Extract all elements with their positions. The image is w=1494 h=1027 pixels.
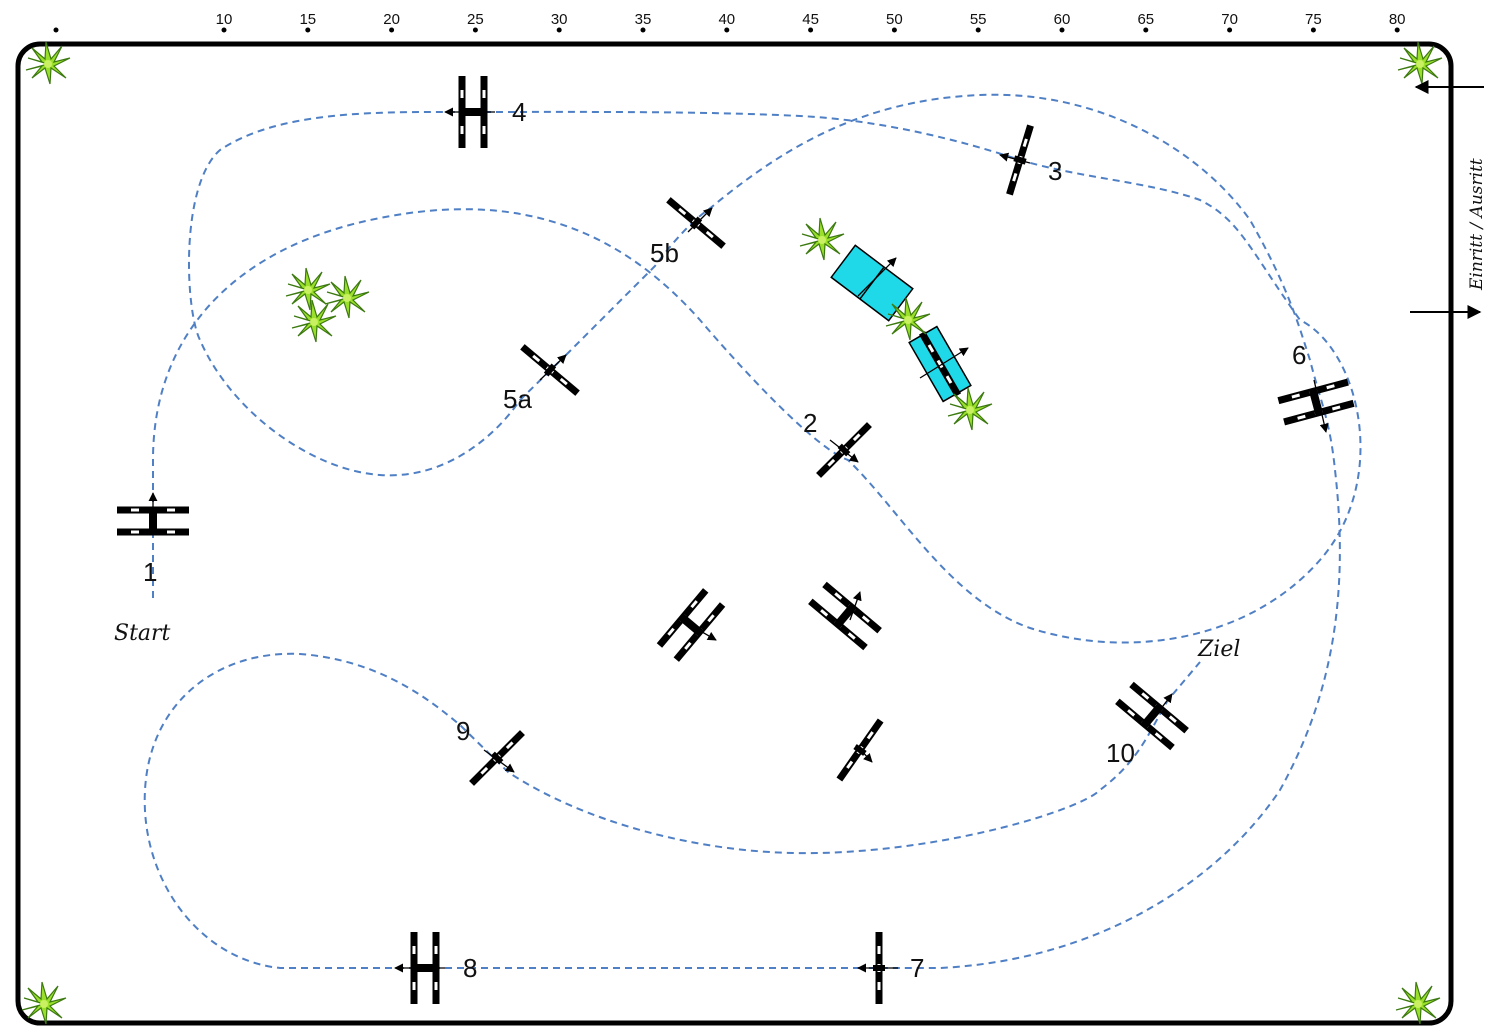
ruler-tick-label: 65	[1137, 11, 1154, 28]
ruler-tick	[640, 27, 646, 33]
ruler-tick-label: 20	[383, 11, 400, 28]
obstacle-8: 8	[394, 932, 477, 1004]
ruler-tick-label: 35	[635, 11, 652, 28]
obstacle-7: 7	[857, 932, 924, 1004]
spare-obstacle	[834, 717, 885, 783]
ruler-tick	[975, 27, 981, 33]
ruler-tick	[1059, 27, 1065, 33]
ruler-tick	[389, 27, 395, 33]
obstacle-label: 5b	[650, 238, 679, 268]
route	[143, 93, 1362, 969]
finish-label: Ziel	[1197, 637, 1240, 662]
ruler-tick-label: 25	[467, 11, 484, 28]
ruler-tick-label: 50	[886, 11, 903, 28]
obstacle-label: 9	[456, 716, 470, 746]
obstacle-label: 5a	[503, 384, 532, 414]
plant-icon	[324, 275, 370, 319]
obstacle-label: 3	[1048, 156, 1062, 186]
ruler-tick-label: 40	[718, 11, 735, 28]
ruler-tick	[1394, 27, 1400, 33]
ruler-tick	[1227, 27, 1233, 33]
plant-icon	[25, 41, 71, 85]
ruler-tick-label: 45	[802, 11, 819, 28]
plant-icon	[291, 299, 337, 343]
ruler-tick	[556, 27, 562, 33]
plant-icon	[285, 267, 331, 311]
obstacle-label: 7	[910, 953, 924, 983]
obstacle-1: 1	[117, 492, 189, 587]
ruler-tick	[305, 27, 311, 33]
ruler-tick	[1143, 27, 1149, 33]
spare-obstacle	[808, 582, 882, 650]
obstacle-label: 10	[1106, 738, 1135, 768]
ruler-tick	[724, 27, 730, 33]
obstacle-2: 2	[803, 408, 874, 480]
entry-exit-label: Einritt / Ausritt	[1467, 158, 1487, 291]
ruler-tick-label: 15	[299, 11, 316, 28]
arena-border	[15, 41, 1454, 1026]
ruler-tick	[472, 27, 478, 33]
spare-obstacle	[657, 588, 725, 662]
obstacle-label: 4	[512, 97, 526, 127]
ruler-tick	[891, 27, 897, 33]
water-jump-icon	[830, 244, 972, 403]
plant-icon	[947, 387, 993, 431]
ruler-tick	[1310, 27, 1316, 33]
entry-exit-marker: Einritt / Ausritt	[1410, 80, 1487, 319]
obstacle-5b: 5b	[650, 195, 727, 268]
ruler: 10 15 20 25 30 35 40 45 50 55 60 65 70 75 80	[53, 11, 1406, 33]
obstacle-label: 1	[143, 557, 157, 587]
obstacle-label: 6	[1292, 340, 1306, 370]
ruler-tick-label: 10	[216, 11, 233, 28]
obstacle-9: 9	[456, 716, 527, 788]
obstacle-label: 2	[803, 408, 817, 438]
ruler-tick-label: 30	[551, 11, 568, 28]
plant-icon	[21, 981, 67, 1025]
plant-icon	[799, 217, 845, 261]
obstacle-6: 6	[1277, 340, 1354, 433]
ruler-tick	[221, 27, 227, 33]
start-label: Start	[114, 621, 171, 646]
plant-icon	[1395, 981, 1441, 1025]
ruler-tick-label: 70	[1221, 11, 1238, 28]
ruler-tick-label: 75	[1305, 11, 1322, 28]
obstacle-10: 10	[1106, 682, 1189, 768]
obstacle-3: 3	[999, 124, 1062, 196]
ruler-tick	[808, 27, 814, 33]
plant-icon	[1397, 41, 1443, 85]
obstacle-4: 4	[444, 76, 526, 148]
ruler-tick-label: 80	[1389, 11, 1406, 28]
ruler-tick-label: 55	[970, 11, 987, 28]
obstacle-label: 8	[463, 953, 477, 983]
ruler-tick-label: 60	[1054, 11, 1071, 28]
obstacle-5a: 5a	[503, 342, 581, 414]
